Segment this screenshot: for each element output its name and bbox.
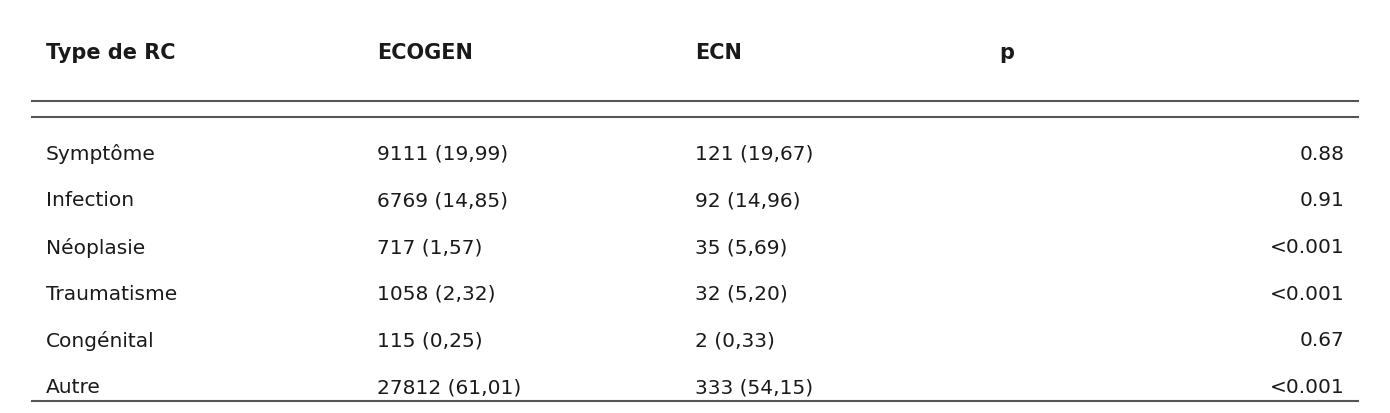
Text: 121 (19,67): 121 (19,67): [695, 145, 813, 164]
Text: Symptôme: Symptôme: [46, 144, 156, 164]
Text: 0.91: 0.91: [1300, 191, 1344, 210]
Text: ECN: ECN: [695, 43, 742, 63]
Text: Autre: Autre: [46, 377, 100, 396]
Text: Néoplasie: Néoplasie: [46, 237, 145, 257]
Text: p: p: [999, 43, 1013, 63]
Text: 35 (5,69): 35 (5,69): [695, 237, 787, 256]
Text: 717 (1,57): 717 (1,57): [377, 237, 482, 256]
Text: <0.001: <0.001: [1269, 377, 1344, 396]
Text: 2 (0,33): 2 (0,33): [695, 330, 774, 349]
Text: <0.001: <0.001: [1269, 237, 1344, 256]
Text: Infection: Infection: [46, 191, 133, 210]
Text: 92 (14,96): 92 (14,96): [695, 191, 801, 210]
Text: Traumatisme: Traumatisme: [46, 284, 177, 303]
Text: 0.88: 0.88: [1300, 145, 1344, 164]
Text: Congénital: Congénital: [46, 330, 154, 350]
Text: 6769 (14,85): 6769 (14,85): [377, 191, 509, 210]
Text: 32 (5,20): 32 (5,20): [695, 284, 788, 303]
Text: 1058 (2,32): 1058 (2,32): [377, 284, 496, 303]
Text: 333 (54,15): 333 (54,15): [695, 377, 813, 396]
Text: 115 (0,25): 115 (0,25): [377, 330, 482, 349]
Text: Type de RC: Type de RC: [46, 43, 175, 63]
Text: ECOGEN: ECOGEN: [377, 43, 473, 63]
Text: 0.67: 0.67: [1300, 330, 1344, 349]
Text: 27812 (61,01): 27812 (61,01): [377, 377, 521, 396]
Text: 9111 (19,99): 9111 (19,99): [377, 145, 509, 164]
Text: <0.001: <0.001: [1269, 284, 1344, 303]
